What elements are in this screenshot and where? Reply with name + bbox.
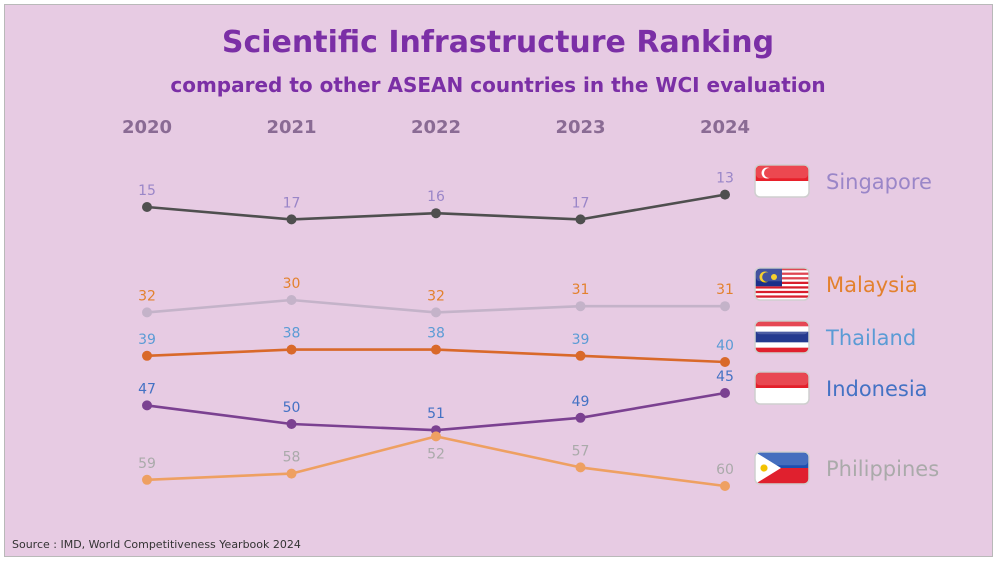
indonesia-point-2021	[286, 419, 297, 429]
singapore-point-2021	[286, 214, 297, 225]
philippines-value-label-2021: 58	[283, 450, 301, 466]
malaysia-value-label-2023: 31	[572, 282, 590, 298]
singapore-point-2024	[720, 189, 730, 200]
singapore-value-label-2024: 13	[716, 171, 734, 187]
singapore-point-2023	[575, 214, 586, 225]
philippines-value-label-2022: 52	[427, 446, 445, 462]
singapore-value-label-2020: 15	[138, 183, 156, 199]
malaysia-flag-icon	[754, 267, 810, 301]
thailand-value-label-2020: 39	[138, 332, 156, 348]
thailand-point-2021	[286, 344, 297, 355]
indonesia-point-2020	[142, 400, 152, 411]
singapore-point-2020	[142, 202, 152, 212]
year-label-2021: 2021	[266, 117, 316, 138]
year-axis: 2020 2021 2022 2023 2024	[122, 117, 750, 138]
thailand-value-label-2021: 38	[283, 326, 301, 342]
legend-label-singapore: Singapore	[826, 170, 932, 194]
malaysia-point-2024	[720, 301, 730, 312]
thailand-point-2022	[431, 344, 441, 355]
year-label-2020: 2020	[122, 117, 172, 138]
chart-subtitle: compared to other ASEAN countries in the…	[170, 73, 825, 97]
singapore-value-label-2021: 17	[283, 195, 301, 211]
malaysia-point-2020	[142, 307, 152, 318]
indonesia-value-label-2021: 50	[283, 400, 301, 416]
malaysia-value-label-2021: 30	[283, 276, 301, 292]
legend: Singapore Malaysia Thailand Indonesia Philip…	[754, 164, 939, 485]
chart-title: Scientific Infrastructure Ranking	[222, 25, 774, 60]
legend-label-malaysia: Malaysia	[826, 273, 918, 297]
legend-label-thailand: Thailand	[825, 326, 916, 350]
indonesia-value-label-2020: 47	[138, 381, 156, 397]
singapore-point-2022	[431, 208, 441, 219]
thailand-point-2024	[720, 357, 730, 367]
malaysia-point-2021	[286, 295, 297, 305]
philippines-value-label-2024: 60	[716, 462, 734, 478]
indonesia-value-label-2024: 45	[716, 369, 734, 385]
philippines-point-2020	[142, 474, 152, 485]
philippines-value-label-2023: 57	[572, 443, 590, 459]
malaysia-value-label-2024: 31	[716, 282, 734, 298]
thailand-value-label-2024: 40	[716, 338, 734, 354]
indonesia-point-2023	[575, 412, 586, 423]
indonesia-value-label-2022: 51	[427, 406, 445, 422]
philippines-point-2021	[286, 468, 297, 479]
philippines-point-2023	[575, 462, 586, 473]
data-labels: 15 17 16 17 13 32 30 32 31 31 39 38 38 39 40 47 50 51 49 45…	[138, 171, 734, 478]
singapore-value-label-2023: 17	[572, 195, 590, 211]
malaysia-value-label-2020: 32	[138, 288, 156, 304]
philippines-point-2024	[720, 481, 730, 491]
singapore-value-label-2022: 16	[427, 189, 445, 205]
indonesia-value-label-2023: 49	[572, 394, 590, 410]
malaysia-point-2022	[431, 307, 441, 318]
philippines-flag-icon	[754, 451, 810, 485]
thailand-flag-icon	[754, 320, 810, 354]
thailand-value-label-2023: 39	[572, 332, 590, 348]
malaysia-point-2023	[575, 301, 586, 312]
series-points	[142, 189, 730, 491]
legend-label-indonesia: Indonesia	[826, 377, 928, 401]
year-label-2022: 2022	[411, 117, 461, 138]
thailand-point-2023	[575, 350, 586, 361]
chart-frame	[4, 4, 993, 557]
source-note: Source : IMD, World Competitiveness Year…	[12, 538, 301, 551]
philippines-value-label-2020: 59	[138, 456, 156, 472]
year-label-2023: 2023	[555, 117, 605, 138]
malaysia-value-label-2022: 32	[427, 288, 445, 304]
thailand-value-label-2022: 38	[427, 326, 445, 342]
thailand-point-2020	[142, 350, 152, 361]
indonesia-point-2024	[720, 388, 730, 398]
singapore-flag-icon	[754, 164, 810, 198]
indonesia-flag-icon	[754, 371, 810, 405]
philippines-point-2022	[431, 431, 441, 442]
legend-label-philippines: Philippines	[826, 457, 939, 481]
year-label-2024: 2024	[700, 117, 750, 138]
